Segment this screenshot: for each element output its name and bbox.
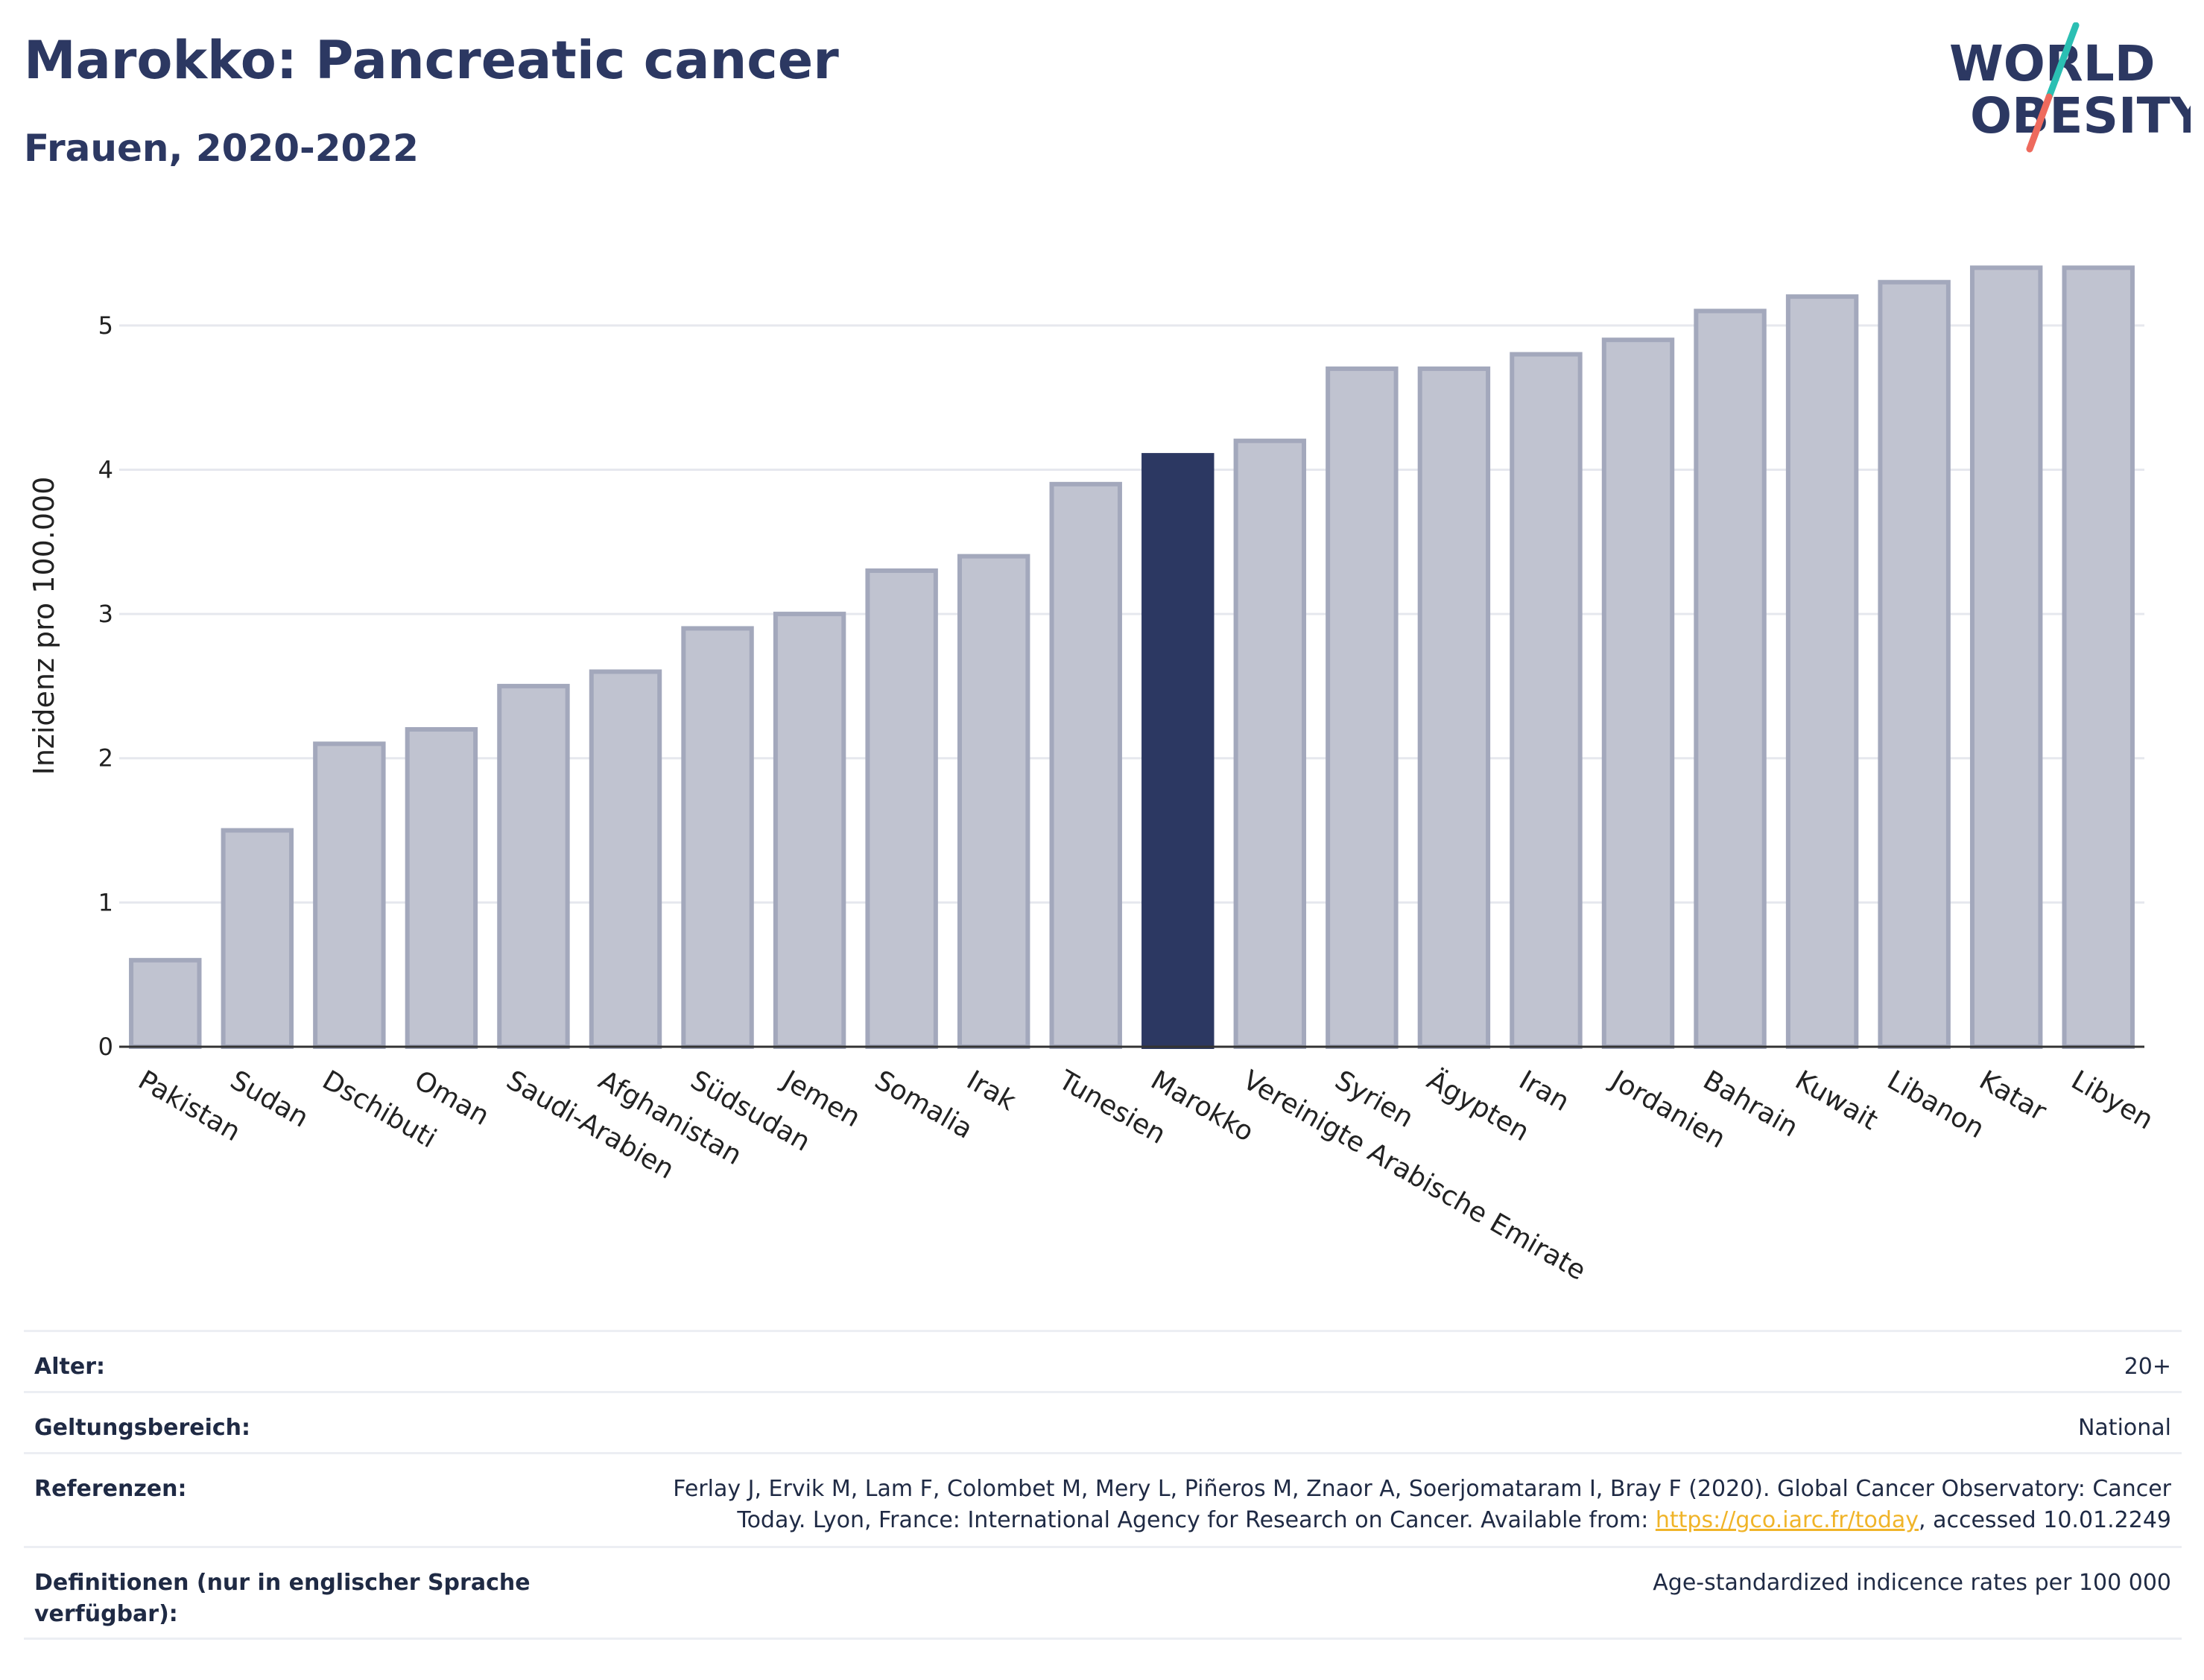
y-tick-label: 2 (98, 744, 113, 773)
logo-word-obesity: OBESITY (1970, 87, 2191, 145)
bar-jordanien (1601, 337, 1675, 1049)
bar-tunesien (1049, 481, 1122, 1049)
bar-syrien (1326, 366, 1399, 1049)
bars (129, 265, 2135, 1050)
chart-metadata-table: Alter: 20+ Geltungsbereich: National Ref… (24, 1330, 2182, 1640)
bar-jemen (773, 612, 846, 1049)
y-tick-label: 1 (98, 888, 113, 916)
bar-bahrain (1694, 308, 1767, 1050)
bar-pakistan (129, 957, 202, 1050)
x-tick-label: Ägypten (1422, 1065, 1535, 1148)
scope-label: Geltungsbereich: (34, 1415, 251, 1441)
bar-irak (957, 554, 1030, 1049)
references-line-2-end: , accessed 10.01.2249 (1919, 1507, 2171, 1533)
logo-slash-top (2045, 22, 2080, 101)
meta-row-references: Referenzen: Ferlay J, Ervik M, Lam F, Co… (24, 1452, 2182, 1546)
bar-marokko (1141, 453, 1215, 1050)
bar-katar (1969, 265, 2043, 1049)
x-tick-label: Iran (1514, 1065, 1574, 1118)
world-obesity-logo: WORLD OBESITY (1949, 22, 2191, 153)
bar-ägypten (1417, 366, 1491, 1049)
x-tick-label: Libanon (1882, 1065, 1989, 1144)
chart-title: Marokko: Pancreatic cancer (24, 30, 839, 91)
chart-subtitle: Frauen, 2020-2022 (24, 127, 419, 170)
definitions-value: Age-standardized indicence rates per 100… (1653, 1570, 2171, 1596)
age-value: 20+ (2124, 1354, 2171, 1380)
meta-row-age: Alter: 20+ (24, 1330, 2182, 1391)
bar-oman (405, 727, 478, 1049)
bar-iran (1510, 352, 1583, 1049)
age-label: Alter: (34, 1354, 105, 1380)
scope-value: National (2077, 1415, 2171, 1441)
bar-vereinigte-arabische-emirate (1233, 438, 1307, 1049)
references-line-1: Ferlay J, Ervik M, Lam F, Colombet M, Me… (673, 1476, 2171, 1502)
bar-dschibuti (313, 741, 386, 1049)
bar-kuwait (1785, 294, 1859, 1050)
x-tick-label: Libyen (2066, 1065, 2159, 1135)
definitions-label: Definitionen (nur in englischer Sprache … (34, 1570, 531, 1627)
y-axis-ticks: 0 1 2 3 4 5 (98, 311, 113, 1061)
x-tick-label: Kuwait (1790, 1065, 1883, 1136)
meta-row-definitions: Definitionen (nur in englischer Sprache … (24, 1546, 2182, 1640)
x-tick-label: Irak (961, 1065, 1021, 1117)
y-tick-label: 5 (98, 311, 113, 340)
references-value: Ferlay J, Ervik M, Lam F, Colombet M, Me… (673, 1474, 2171, 1536)
bar-südsudan (681, 626, 754, 1049)
gco-link[interactable]: https://gco.iarc.fr/today (1655, 1507, 1919, 1533)
bar-libanon (1878, 279, 1951, 1049)
x-tick-label: Somalia (870, 1065, 978, 1145)
y-axis-title: Inzidenz pro 100.000 (28, 477, 60, 776)
bar-somalia (865, 568, 938, 1049)
y-tick-label: 4 (98, 455, 113, 484)
bar-saudi-arabien (497, 683, 570, 1050)
bar-libyen (2062, 265, 2135, 1049)
y-tick-label: 3 (98, 600, 113, 628)
references-line-2-start: Today. Lyon, France: International Agenc… (737, 1507, 1656, 1533)
logo-slash-bottom (2026, 93, 2053, 153)
y-tick-label: 0 (98, 1033, 113, 1061)
x-tick-label: Pakistan (133, 1065, 245, 1147)
meta-row-scope: Geltungsbereich: National (24, 1391, 2182, 1452)
bar-afghanistan (589, 669, 662, 1050)
references-label: Referenzen: (34, 1476, 187, 1502)
bar-sudan (221, 828, 294, 1050)
